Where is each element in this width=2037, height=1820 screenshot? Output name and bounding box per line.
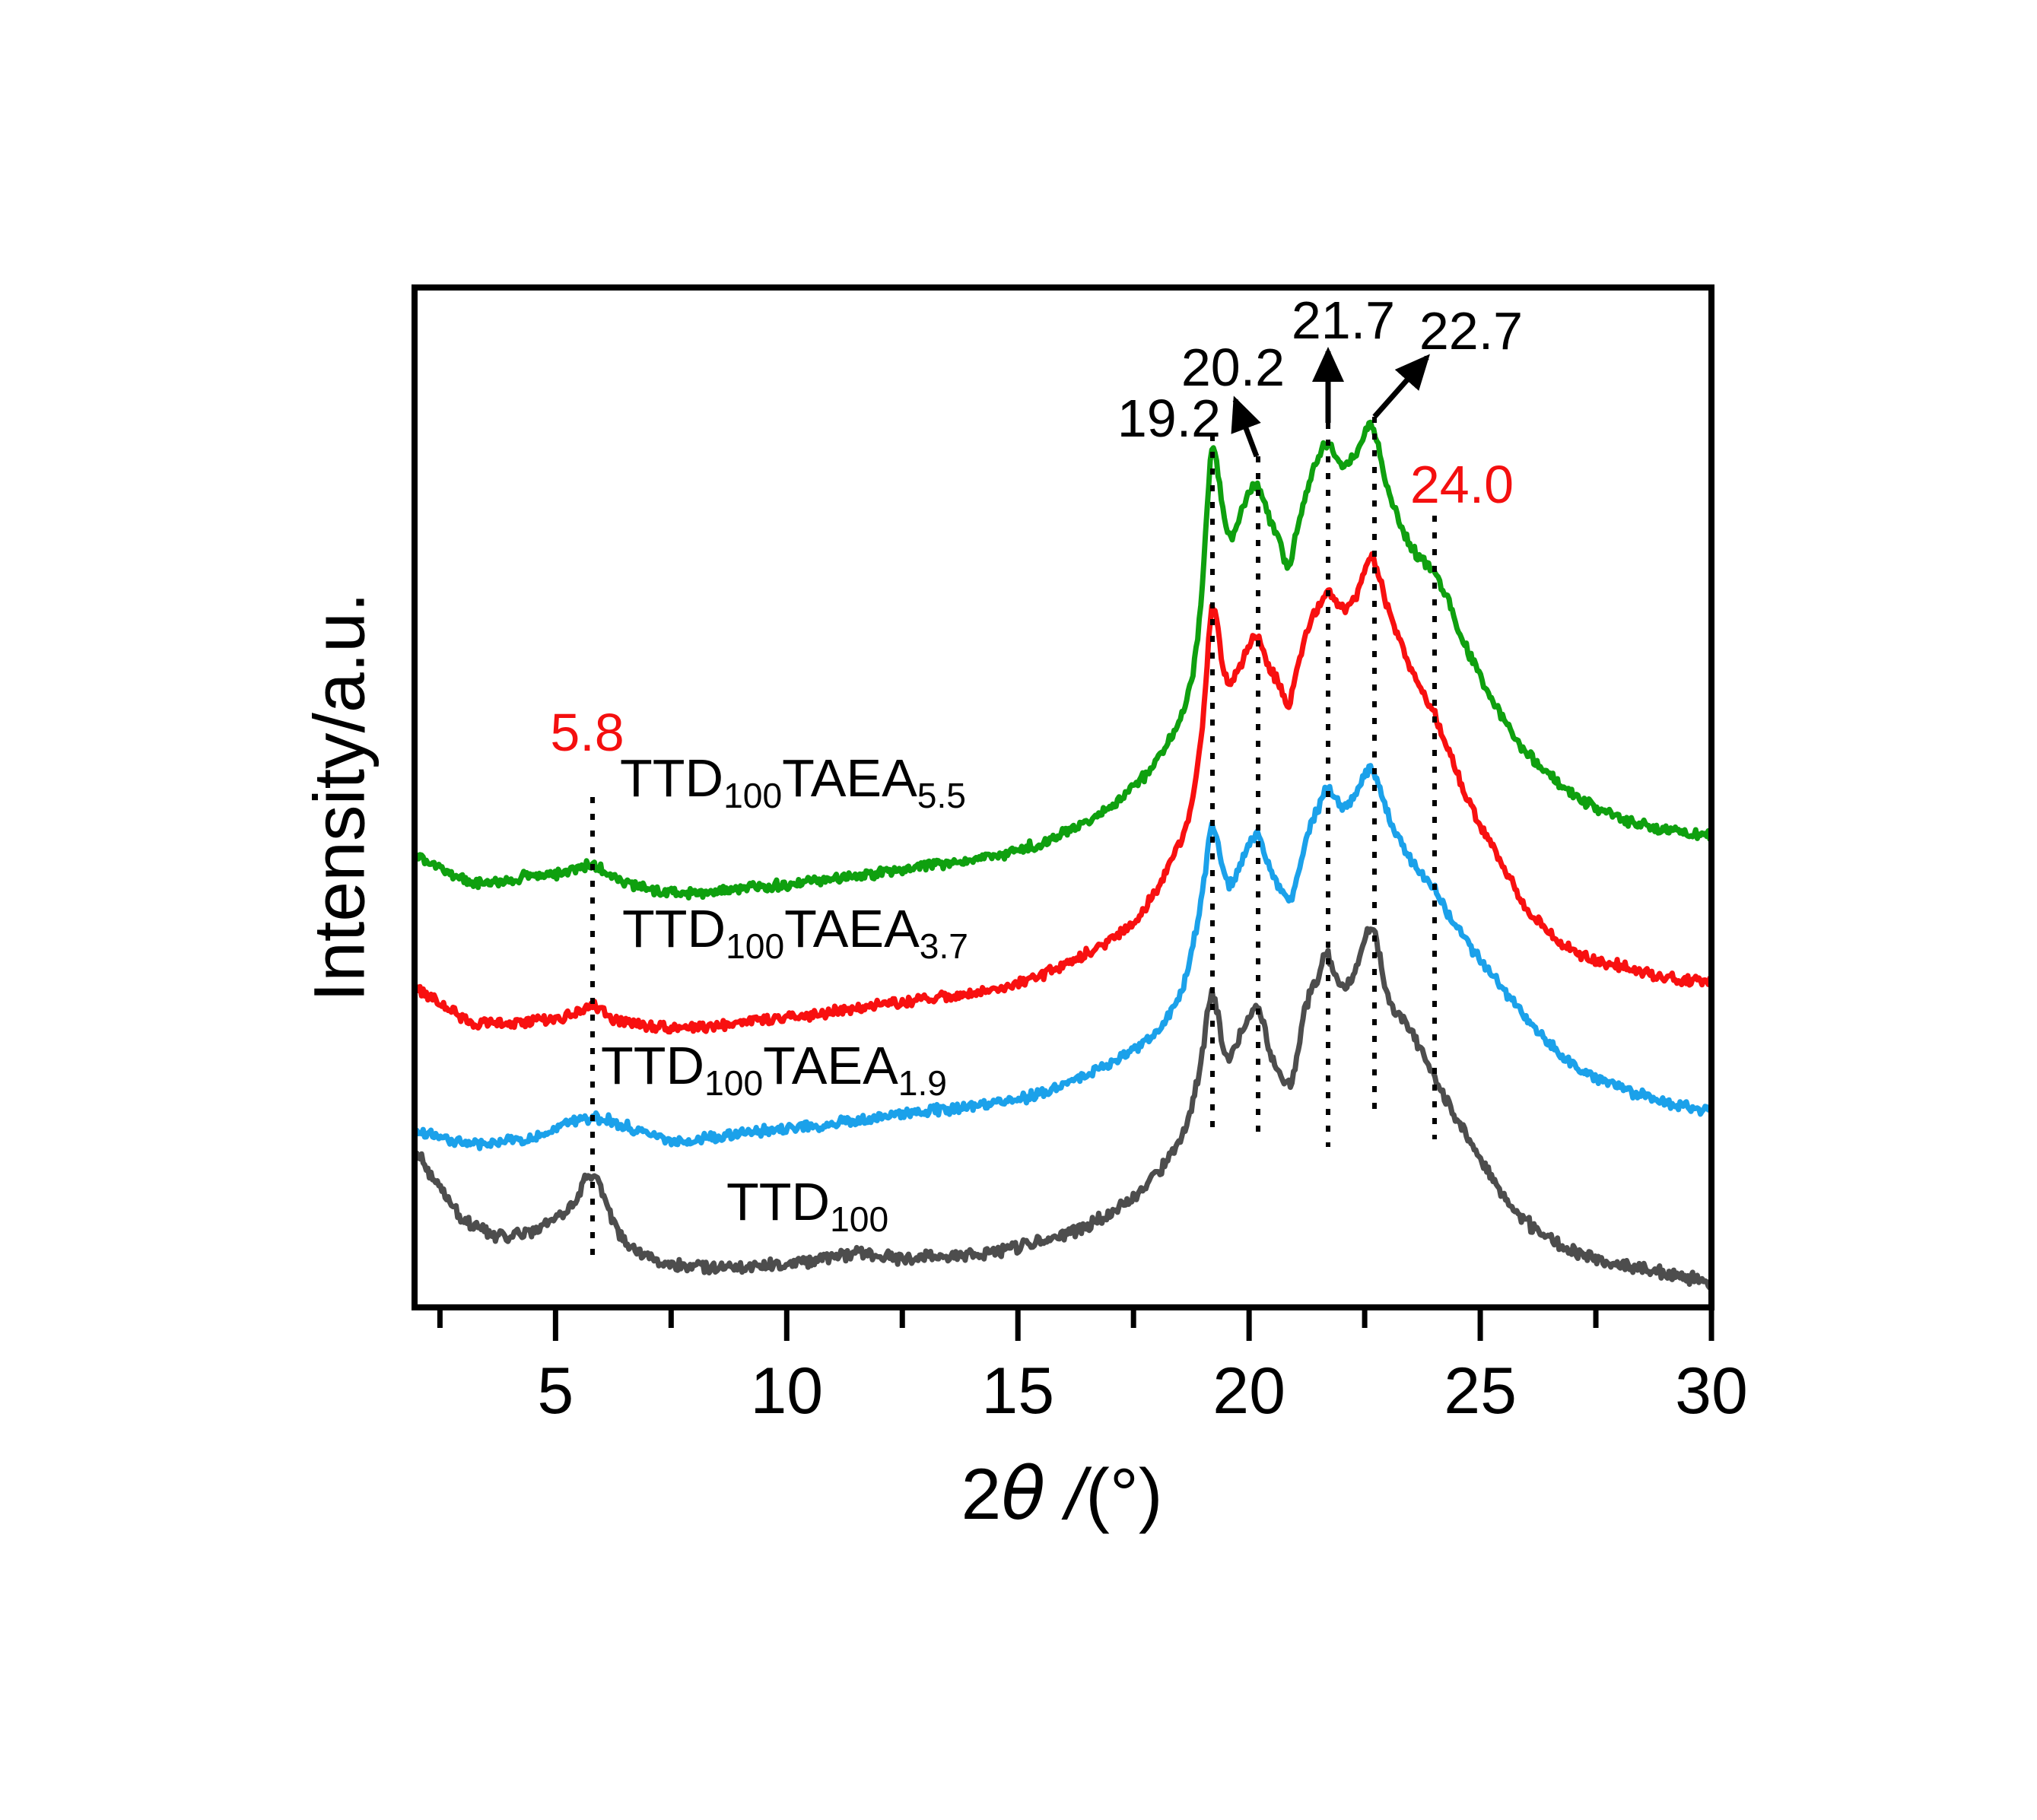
series-label-sub: 100 bbox=[830, 1199, 889, 1239]
y-axis-title: Intensity/a.u. bbox=[299, 592, 380, 1002]
x-axis-title-slash: / bbox=[1065, 1454, 1086, 1535]
x-axis-title-theta: θ bbox=[1001, 1453, 1046, 1536]
x-tick-label-30: 30 bbox=[1675, 1355, 1748, 1428]
x-axis-title-unit: (°) bbox=[1085, 1454, 1163, 1535]
curve-ttd100taea3.7 bbox=[415, 551, 1713, 1035]
plot-frame bbox=[412, 284, 1714, 1310]
series-label-ttd100: TTD100 bbox=[726, 1172, 888, 1237]
series-label-text: TTD bbox=[601, 1036, 705, 1095]
series-label-text: TAEA bbox=[782, 748, 917, 808]
series-label-text: TTD bbox=[620, 748, 724, 808]
series-label-ttd100taea1.9: TTD100TAEA1.9 bbox=[601, 1036, 947, 1101]
series-label-text: TTD bbox=[622, 899, 726, 958]
x-tick-label-5: 5 bbox=[537, 1355, 574, 1428]
series-label-ttd100taea5.5: TTD100TAEA5.5 bbox=[620, 748, 966, 813]
x-tick-label-20: 20 bbox=[1212, 1355, 1285, 1428]
peak-label-24.0: 24.0 bbox=[1409, 455, 1514, 514]
series-label-text: TAEA bbox=[763, 1036, 898, 1095]
series-label-ttd100taea3.7: TTD100TAEA3.7 bbox=[622, 899, 968, 964]
series-label-text: TTD bbox=[726, 1172, 831, 1231]
peak-label-20.2: 20.2 bbox=[1181, 338, 1285, 397]
curve-ttd100taea1.9 bbox=[415, 763, 1713, 1151]
series-label-sub: 3.7 bbox=[919, 926, 968, 966]
peak-arrow-20.2 bbox=[1231, 395, 1261, 458]
series-label-sub: 1.9 bbox=[898, 1063, 947, 1103]
x-tick-label-25: 25 bbox=[1444, 1355, 1517, 1428]
x-axis-title: 2θ /(°) bbox=[961, 1459, 1162, 1531]
peak-label-5.8: 5.8 bbox=[550, 703, 624, 762]
peak-label-22.7: 22.7 bbox=[1419, 301, 1524, 361]
peak-arrow-22.7 bbox=[1372, 354, 1430, 419]
series-label-text: TAEA bbox=[784, 899, 920, 958]
series-label-sub: 100 bbox=[726, 926, 785, 966]
series-label-sub: 100 bbox=[704, 1063, 764, 1103]
x-tick-label-10: 10 bbox=[750, 1355, 823, 1428]
x-axis-title-2: 2 bbox=[961, 1454, 1002, 1535]
peak-label-19.2: 19.2 bbox=[1117, 389, 1222, 448]
curve-ttd100 bbox=[415, 926, 1713, 1291]
curve-ttd100taea5.5 bbox=[415, 419, 1713, 900]
x-tick-label-15: 15 bbox=[981, 1355, 1054, 1428]
peak-label-21.7: 21.7 bbox=[1291, 291, 1396, 350]
series-label-sub: 100 bbox=[723, 776, 783, 815]
series-label-sub: 5.5 bbox=[917, 776, 966, 815]
